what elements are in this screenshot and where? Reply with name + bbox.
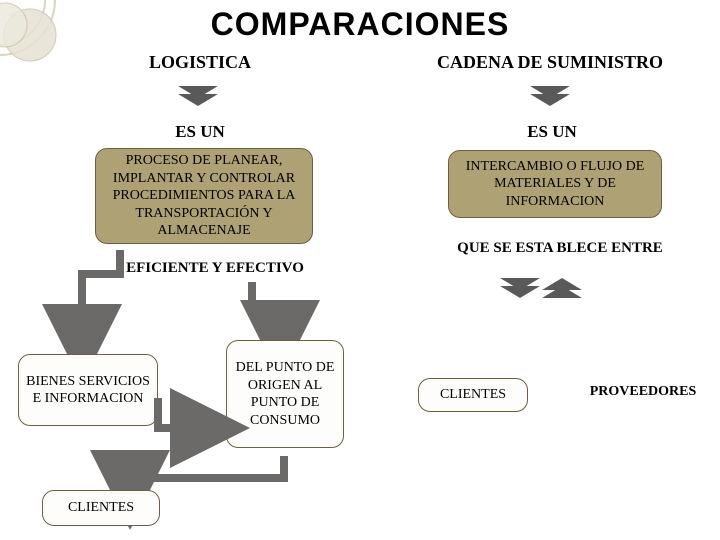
slide-title: COMPARACIONES [0, 0, 720, 43]
chevron-down-icon [530, 86, 570, 110]
right-providers-text: PROVEEDORES [568, 384, 718, 400]
left-goods-text: BIENES SERVICIOS E INFORMACION [25, 373, 151, 408]
left-process-box: PROCESO DE PLANEAR, IMPLANTAR Y CONTROLA… [95, 148, 313, 244]
left-origin-box: DEL PUNTO DE ORIGEN AL PUNTO DE CONSUMO [226, 340, 344, 448]
right-exchange-box: INTERCAMBIO O FLUJO DE MATERIALES Y DE I… [448, 150, 662, 218]
right-heading: CADENA DE SUMINISTRO [420, 52, 680, 73]
right-subheading: ES UN [522, 122, 582, 142]
arrow-goods-to-origin [150, 394, 230, 464]
left-origin-text: DEL PUNTO DE ORIGEN AL PUNTO DE CONSUMO [233, 359, 337, 429]
chevron-down-icon [178, 86, 218, 110]
left-process-text: PROCESO DE PLANEAR, IMPLANTAR Y CONTROLA… [102, 152, 306, 240]
left-efficient-text: EFICIENTE Y EFECTIVO [110, 260, 320, 277]
right-clients-box: CLIENTES [418, 378, 528, 412]
left-clients-text: CLIENTES [68, 499, 134, 517]
right-clients-text: CLIENTES [440, 386, 506, 404]
left-clients-box: CLIENTES [42, 490, 160, 526]
left-goods-box: BIENES SERVICIOS E INFORMACION [18, 354, 158, 426]
right-exchange-text: INTERCAMBIO O FLUJO DE MATERIALES Y DE I… [455, 158, 655, 211]
right-between-text: QUE SE ESTA BLECE ENTRE [430, 240, 690, 257]
left-subheading: ES UN [170, 122, 230, 142]
chevron-up-icon [542, 278, 582, 302]
chevron-down-icon [500, 278, 540, 302]
left-heading: LOGISTICA [130, 52, 270, 73]
